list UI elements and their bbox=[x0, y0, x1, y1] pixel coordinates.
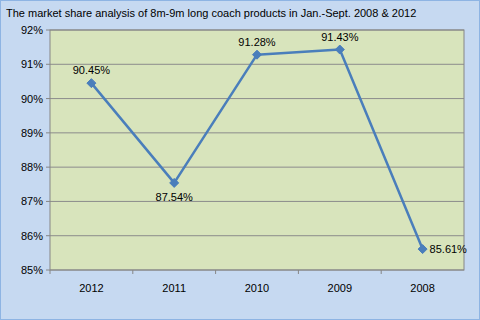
grid-line bbox=[50, 167, 464, 168]
marker bbox=[418, 245, 427, 254]
x-tick bbox=[132, 270, 133, 274]
y-tick-label: 86% bbox=[21, 230, 43, 242]
x-tick-label: 2008 bbox=[410, 282, 434, 294]
x-tick-label: 2012 bbox=[79, 282, 103, 294]
data-label: 87.54% bbox=[156, 191, 194, 203]
y-tick-label: 85% bbox=[21, 264, 43, 276]
x-tick bbox=[50, 270, 51, 274]
y-tick bbox=[46, 167, 50, 168]
x-tick bbox=[381, 270, 382, 274]
y-tick bbox=[46, 270, 50, 271]
title: The market share analysis of 8m-9m long … bbox=[6, 7, 416, 19]
y-tick bbox=[46, 30, 50, 31]
grid-line bbox=[50, 98, 464, 99]
grid-line bbox=[50, 64, 464, 65]
x-tick-label: 2010 bbox=[245, 282, 269, 294]
grid-line bbox=[50, 132, 464, 133]
y-tick-label: 91% bbox=[21, 58, 43, 70]
y-tick bbox=[46, 201, 50, 202]
data-label: 91.43% bbox=[321, 31, 359, 43]
y-tick-label: 87% bbox=[21, 195, 43, 207]
y-tick-label: 88% bbox=[21, 161, 43, 173]
chart-background bbox=[1, 1, 480, 320]
plot-frame bbox=[50, 30, 464, 270]
y-tick-label: 89% bbox=[21, 127, 43, 139]
marker bbox=[170, 178, 179, 187]
y-tick bbox=[46, 64, 50, 65]
y-tick-label: 92% bbox=[21, 24, 43, 36]
plot-area bbox=[50, 30, 464, 270]
x-tick-label: 2011 bbox=[162, 282, 186, 294]
x-tick bbox=[298, 270, 299, 274]
data-label: 90.45% bbox=[73, 64, 111, 76]
x-tick bbox=[215, 270, 216, 274]
y-tick bbox=[46, 98, 50, 99]
marker bbox=[335, 45, 344, 54]
y-tick bbox=[46, 235, 50, 236]
grid-line bbox=[50, 235, 464, 236]
chart: The market share analysis of 8m-9m long … bbox=[0, 0, 480, 320]
marker bbox=[87, 79, 96, 88]
series-line bbox=[91, 50, 422, 250]
data-label: 91.28% bbox=[238, 36, 276, 48]
series-group bbox=[87, 45, 427, 254]
x-tick-label: 2009 bbox=[328, 282, 352, 294]
y-tick-label: 90% bbox=[21, 93, 43, 105]
y-tick bbox=[46, 132, 50, 133]
data-label: 85.61% bbox=[430, 243, 468, 255]
marker bbox=[253, 50, 262, 59]
